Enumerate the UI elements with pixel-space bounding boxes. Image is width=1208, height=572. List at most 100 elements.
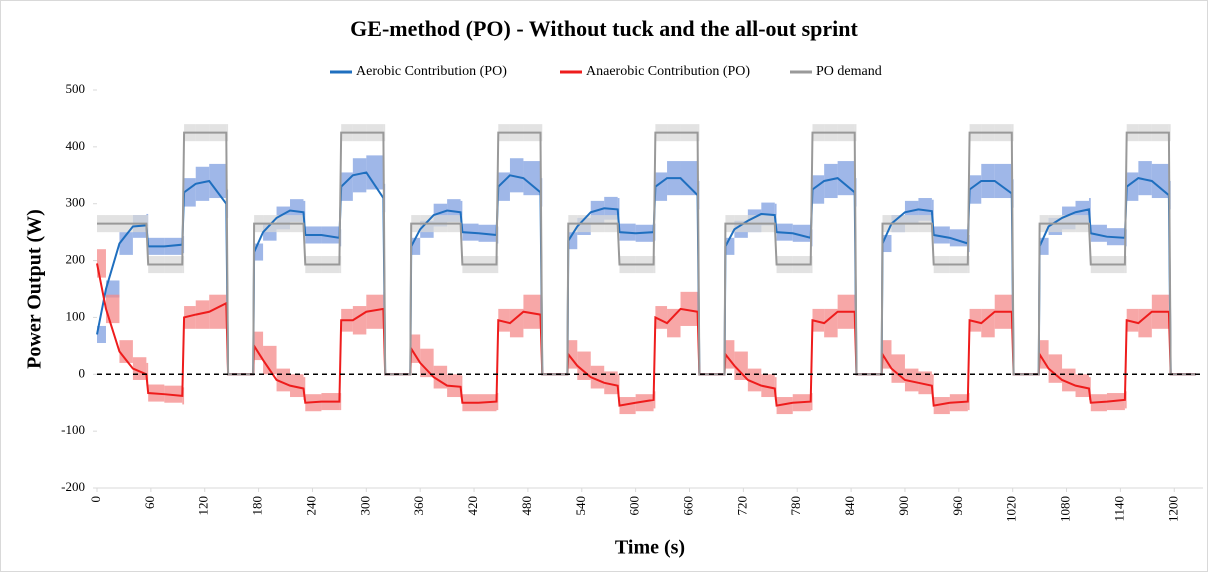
spread-band	[195, 166, 210, 201]
spread-band	[837, 161, 855, 196]
y-tick-label: 100	[66, 308, 86, 323]
y-tick-label: 0	[79, 365, 86, 380]
spread-band	[604, 371, 618, 395]
x-tick-label: 600	[627, 496, 642, 516]
spread-band	[725, 237, 735, 255]
spread-band	[509, 158, 524, 193]
x-tick-label: 180	[250, 496, 265, 516]
spread-band	[933, 397, 950, 415]
spread-band	[352, 306, 367, 335]
spread-band	[1138, 161, 1152, 196]
x-tick-label: 1140	[1111, 496, 1126, 522]
x-tick-label: 960	[950, 496, 965, 516]
x-tick-label: 540	[573, 496, 588, 516]
spread-band	[1138, 308, 1152, 338]
x-tick-label: 840	[842, 496, 857, 516]
spread-band	[523, 294, 541, 329]
spread-band	[509, 308, 524, 338]
spread-band	[725, 340, 735, 369]
spread-band	[761, 374, 775, 398]
spread-band	[209, 294, 227, 329]
spread-band	[321, 226, 340, 244]
lines	[96, 131, 1196, 407]
spread-band	[969, 175, 982, 204]
y-tick-label: 400	[66, 138, 86, 153]
x-tick-label: 0	[88, 496, 103, 503]
spread-band	[498, 172, 510, 201]
spread-band	[411, 334, 421, 363]
spread-band	[568, 232, 578, 250]
spread-band	[341, 172, 353, 201]
spread-band	[776, 397, 793, 415]
legend-label: Anaerobic Contribution (PO)	[586, 64, 750, 79]
y-axis-label: Power Output (W)	[24, 209, 46, 369]
spread-band	[667, 308, 681, 338]
spread-band	[1151, 163, 1169, 199]
spread-band	[184, 306, 196, 329]
y-tick-label: -100	[61, 422, 85, 437]
spread-band	[195, 300, 210, 329]
spread-band	[1039, 237, 1049, 255]
x-tick-label: 1080	[1058, 496, 1073, 522]
spread-band	[994, 163, 1012, 199]
legend-label: PO demand	[816, 64, 882, 79]
spread-band	[411, 237, 421, 255]
spread-band	[420, 348, 434, 378]
x-tick-label: 60	[142, 496, 157, 509]
spread-band	[105, 294, 120, 324]
spread-band	[969, 308, 982, 332]
x-tick-label: 120	[196, 496, 211, 516]
spread-band	[635, 394, 654, 412]
x-tick-label: 480	[519, 496, 534, 516]
spread-band	[824, 308, 838, 338]
spread-band	[1126, 308, 1139, 332]
spread-band	[882, 234, 892, 253]
spread-band	[933, 226, 950, 244]
spread-band	[680, 291, 698, 326]
x-axis-label: Time (s)	[615, 537, 685, 559]
y-tick-label: 500	[66, 81, 86, 96]
spread-band	[655, 306, 668, 329]
spread-band	[254, 331, 264, 361]
series-line	[96, 171, 1196, 376]
spread-band	[619, 397, 636, 415]
x-tick-label: 1020	[1004, 496, 1019, 522]
spread-band	[812, 175, 825, 204]
x-tick-label: 780	[788, 496, 803, 516]
spread-band	[366, 294, 384, 329]
spread-band	[824, 163, 838, 199]
spread-band	[263, 345, 277, 375]
x-tick-label: 420	[465, 496, 480, 516]
x-tick-label: 720	[734, 496, 749, 516]
spread-band	[918, 371, 932, 395]
spread-band	[1048, 354, 1063, 383]
spread-band	[590, 365, 605, 389]
y-tick-label: 300	[66, 195, 86, 210]
spread-band	[97, 249, 106, 278]
spread-band	[1075, 374, 1089, 398]
spread-band	[290, 374, 304, 398]
chart-title: GE-method (PO) - Without tuck and the al…	[350, 16, 858, 41]
spread-band	[1090, 224, 1107, 242]
spread-band	[366, 155, 384, 190]
spread-band	[254, 243, 264, 261]
x-tick-label: 900	[896, 496, 911, 516]
spread-band	[577, 351, 591, 380]
spread-band	[97, 325, 106, 344]
x-tick-label: 660	[680, 496, 695, 516]
spread-band	[105, 280, 120, 298]
spread-band	[568, 340, 578, 369]
spread-band	[882, 340, 892, 369]
series-line	[97, 131, 1196, 376]
y-tick-label: -200	[61, 479, 85, 494]
series-line	[96, 263, 1196, 407]
spread-band	[1126, 172, 1139, 201]
legend-label: Aerobic Contribution (PO)	[356, 64, 507, 79]
spread-band	[184, 178, 196, 207]
spread-band	[655, 172, 668, 201]
x-tick-label: 300	[357, 496, 372, 516]
spread-band	[498, 308, 510, 332]
spread-band	[352, 158, 367, 193]
